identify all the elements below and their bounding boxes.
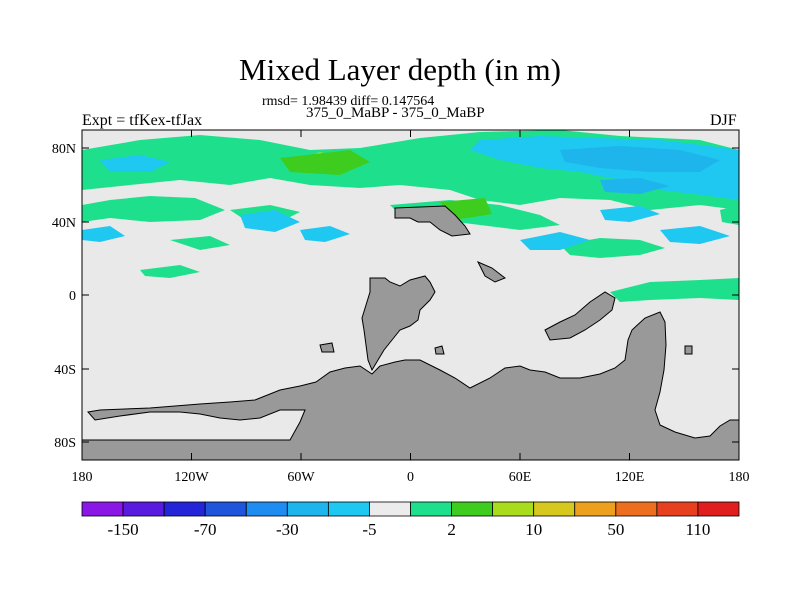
- lon-tick-label: 60W: [287, 470, 315, 485]
- colorbar-swatch: [369, 501, 411, 517]
- map-title: Mixed Layer depth (in m): [239, 52, 561, 87]
- colorbar-label: -150: [107, 520, 138, 539]
- colorbar-swatch: [163, 501, 206, 517]
- colorbar-swatch: [533, 501, 576, 517]
- lat-tick-label: 80S: [54, 436, 76, 451]
- lon-tick-label: 180: [72, 470, 93, 485]
- colorbar-swatch: [451, 501, 494, 517]
- lon-tick-label: 60E: [509, 470, 532, 485]
- colorbar-swatch: [122, 501, 165, 517]
- colorbar: -150 -70 -30 -5 2 10 50 110: [81, 501, 740, 539]
- map-plot-area: [82, 130, 739, 460]
- colorbar-swatch: [81, 501, 124, 517]
- colorbar-swatch: [574, 501, 617, 517]
- colorbar-swatch: [410, 501, 452, 517]
- colorbar-label: -30: [276, 520, 299, 539]
- colorbar-label: -5: [362, 520, 376, 539]
- colorbar-swatch: [656, 501, 699, 517]
- stats-text: rmsd= 1.98439 diff= 0.147564: [262, 94, 435, 109]
- colorbar-label: 2: [447, 520, 456, 539]
- colorbar-label: 110: [686, 520, 711, 539]
- colorbar-swatch: [327, 501, 370, 517]
- longitude-axis: 180 120W 60W 0 60E 120E 180: [72, 130, 750, 485]
- land-masses: [82, 205, 739, 460]
- lon-tick-label: 120W: [174, 470, 209, 485]
- experiment-label: Expt = tfKex-tfJax: [82, 112, 203, 129]
- lon-tick-label: 180: [729, 470, 750, 485]
- latitude-axis: 80N 40N 0 40S 80S: [52, 142, 739, 451]
- season-label: DJF: [710, 112, 737, 129]
- lat-tick-label: 40N: [52, 216, 76, 231]
- colorbar-swatch: [697, 501, 740, 517]
- colorbar-swatch: [492, 501, 535, 517]
- map-subtitle: 375_0_MaBP - 375_0_MaBP: [306, 105, 485, 121]
- lon-tick-label: 120E: [615, 470, 645, 485]
- strong-blue-regions: [560, 146, 720, 194]
- colorbar-swatch: [245, 501, 288, 517]
- lon-tick-label: 0: [407, 470, 414, 485]
- colorbar-label: -70: [194, 520, 217, 539]
- colorbar-swatch: [286, 501, 329, 517]
- lat-tick-label: 0: [69, 289, 76, 304]
- colorbar-label: 50: [607, 520, 624, 539]
- colorbar-swatch: [204, 501, 247, 517]
- colorbar-swatch: [615, 501, 658, 517]
- lat-tick-label: 80N: [52, 142, 76, 157]
- colorbar-label: 10: [525, 520, 542, 539]
- lat-tick-label: 40S: [54, 363, 76, 378]
